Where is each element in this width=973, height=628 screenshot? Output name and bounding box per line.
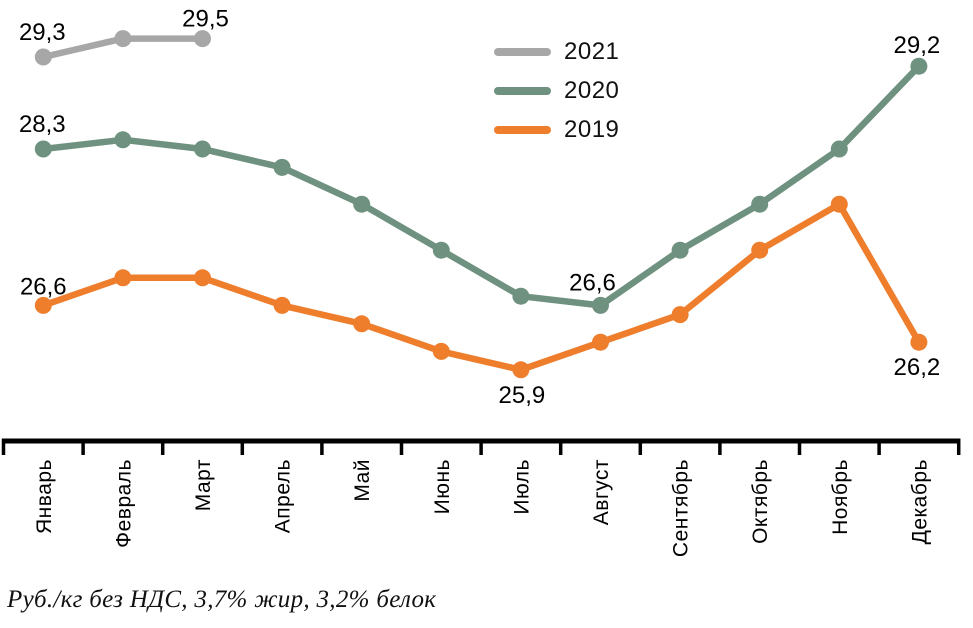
month-label-12: Декабрь xyxy=(908,459,931,544)
data-point-2020 xyxy=(194,140,211,158)
legend-swatch-2021 xyxy=(494,47,551,56)
x-axis-tick xyxy=(399,438,404,455)
data-point-2019 xyxy=(114,269,132,287)
legend-label-2021: 2021 xyxy=(564,37,620,65)
data-point-2019 xyxy=(353,315,371,333)
month-label-7: Июль xyxy=(510,459,533,515)
data-label-2019-26_6: 26,6 xyxy=(20,273,67,300)
data-point-2020 xyxy=(671,241,689,259)
legend-swatch-2019 xyxy=(494,125,551,134)
month-label-6: Июнь xyxy=(431,459,454,514)
month-label-5: Май xyxy=(351,459,374,502)
data-label-2019-26_2: 26,2 xyxy=(894,354,941,381)
data-point-2019 xyxy=(273,296,291,314)
data-label-2020-26_6: 26,6 xyxy=(569,269,616,296)
x-axis-tick xyxy=(479,438,483,455)
data-point-2020 xyxy=(353,195,371,213)
legend-label-2020: 2020 xyxy=(564,76,620,104)
data-point-2020 xyxy=(751,195,769,213)
data-point-2020 xyxy=(432,241,450,259)
x-axis-tick xyxy=(558,438,563,455)
data-point-2019 xyxy=(751,241,769,259)
data-point-2019 xyxy=(592,333,609,351)
data-point-2020 xyxy=(34,140,52,158)
x-axis-tick xyxy=(718,438,722,455)
data-label-2020-29_2: 29,2 xyxy=(894,32,941,59)
x-axis-tick xyxy=(240,438,245,455)
data-label-2021-29_5: 29,5 xyxy=(182,6,229,33)
data-point-2021 xyxy=(114,30,132,48)
data-point-2019 xyxy=(432,342,450,360)
data-point-2019 xyxy=(194,269,211,287)
data-point-2020 xyxy=(910,57,928,75)
data-point-2020 xyxy=(512,287,530,305)
data-point-2021 xyxy=(194,30,211,48)
month-label-4: Апрель xyxy=(272,459,295,533)
x-axis-tick xyxy=(956,438,961,455)
x-axis-tick xyxy=(320,438,324,455)
data-point-2020 xyxy=(273,158,291,176)
legend-swatch-2020 xyxy=(494,86,551,95)
legend-item-2019: 2019 xyxy=(494,110,619,149)
data-point-2019 xyxy=(34,296,52,314)
data-point-2019 xyxy=(671,306,689,324)
data-point-2020 xyxy=(830,140,848,158)
data-label-2021-29_3: 29,3 xyxy=(19,19,66,46)
month-label-9: Сентябрь xyxy=(670,459,693,557)
x-axis-tick xyxy=(81,438,85,455)
chart-caption: Руб./кг без НДС, 3,7% жир, 3,2% белок xyxy=(7,586,437,613)
x-axis-tick xyxy=(1,438,6,455)
legend-item-2021: 2021 xyxy=(494,32,619,71)
x-axis-tick xyxy=(877,438,881,455)
data-point-2019 xyxy=(830,195,848,213)
data-label-2019-25_9: 25,9 xyxy=(499,382,546,409)
month-label-2: Февраль xyxy=(112,459,135,548)
series-line-2020 xyxy=(40,62,923,309)
data-point-2019 xyxy=(910,333,928,351)
legend-item-2020: 2020 xyxy=(494,71,619,110)
month-label-8: Август xyxy=(590,459,613,525)
month-label-1: Январь xyxy=(33,459,56,534)
chart-legend: 2021 2020 2019 xyxy=(494,32,619,149)
x-axis-tick xyxy=(160,438,165,455)
data-point-2020 xyxy=(592,296,609,314)
x-axis-tick xyxy=(638,438,643,455)
month-label-3: Март xyxy=(192,459,215,511)
data-point-2020 xyxy=(114,131,132,149)
data-point-2019 xyxy=(512,361,530,379)
legend-label-2019: 2019 xyxy=(564,115,620,143)
month-label-11: Ноябрь xyxy=(829,459,852,535)
x-axis-tick xyxy=(797,438,802,455)
month-label-10: Октябрь xyxy=(749,459,772,544)
data-point-2021 xyxy=(34,48,52,66)
series-line-2019 xyxy=(40,200,923,374)
data-label-2020-28_3: 28,3 xyxy=(19,111,66,138)
